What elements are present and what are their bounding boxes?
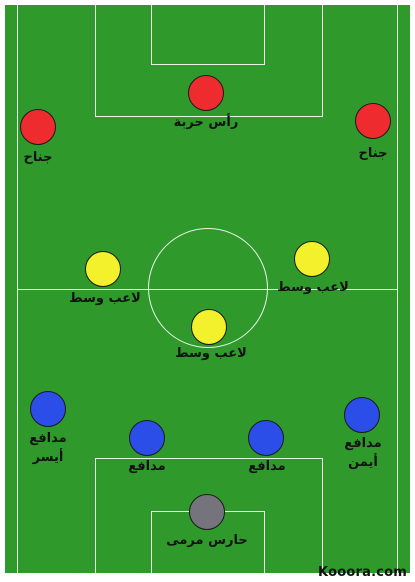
player-label: مدافع — [92, 457, 202, 476]
player-right-midfielder[interactable] — [294, 241, 330, 277]
player-left-back[interactable] — [30, 391, 66, 427]
player-label: مدافع — [212, 457, 322, 476]
label-line-2: أيمن — [348, 455, 378, 470]
player-right-winger[interactable] — [355, 103, 391, 139]
football-pitch: رأس حربة جناح جناح لاعب وسط لاعب وسط لاع… — [5, 4, 410, 574]
player-label: مدافع أيمن — [308, 434, 415, 472]
player-left-winger[interactable] — [20, 109, 56, 145]
center-circle — [148, 228, 268, 348]
label-line: جناح — [23, 150, 53, 165]
player-label: حارس مرمى — [152, 531, 262, 550]
player-right-back[interactable] — [344, 397, 380, 433]
label-line: لاعب وسط — [175, 346, 247, 361]
player-striker[interactable] — [188, 75, 224, 111]
player-goalkeeper[interactable] — [189, 494, 225, 530]
label-line: مدافع — [248, 459, 286, 474]
player-left-center-back[interactable] — [129, 420, 165, 456]
label-line: رأس حربة — [173, 115, 239, 130]
label-line-2: أيسر — [32, 450, 64, 465]
label-line: مدافع — [29, 431, 67, 446]
top-goal-area — [151, 4, 265, 65]
label-line: مدافع — [128, 459, 166, 474]
label-line: لاعب وسط — [69, 291, 141, 306]
player-right-center-back[interactable] — [248, 420, 284, 456]
player-label: لاعب وسط — [258, 278, 368, 297]
player-left-midfielder[interactable] — [85, 251, 121, 287]
watermark: Kooora.com — [318, 565, 407, 580]
label-line: حارس مرمى — [166, 533, 248, 548]
player-central-midfielder[interactable] — [191, 309, 227, 345]
player-label: رأس حربة — [151, 113, 261, 132]
player-label: مدافع أيسر — [0, 429, 103, 467]
player-label: لاعب وسط — [156, 344, 266, 363]
player-label: لاعب وسط — [50, 289, 160, 308]
label-line: مدافع — [344, 436, 382, 451]
player-label: جناح — [0, 148, 93, 167]
player-label: جناح — [318, 144, 415, 163]
label-line: جناح — [358, 146, 388, 161]
label-line: لاعب وسط — [277, 280, 349, 295]
